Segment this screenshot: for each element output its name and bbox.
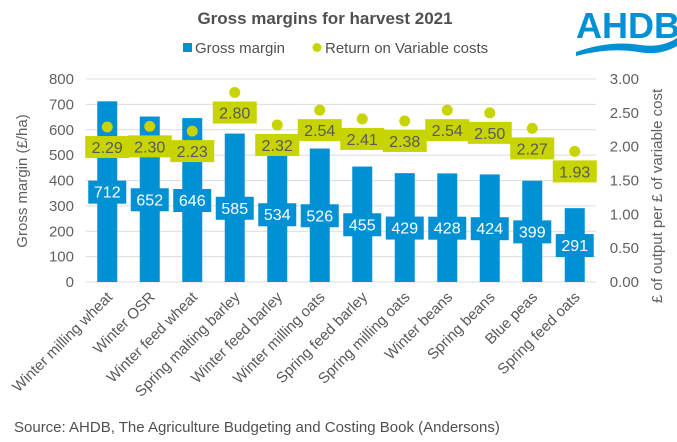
- bar-value-label: 429: [391, 221, 418, 238]
- dot-value-label: 2.80: [219, 106, 250, 123]
- bar-value-label: 291: [561, 238, 588, 255]
- dot: [441, 104, 453, 116]
- bar-label-box: [513, 220, 552, 244]
- dots: 2.29 2.30 2.23 2.80 2.32 2.54 2.41 2.38 2.54 2.50…: [85, 87, 597, 183]
- bar-label-box: [385, 216, 424, 240]
- y-tick-label: 800: [49, 71, 74, 88]
- dot-value-label: 2.30: [134, 139, 165, 156]
- dot-label-box: [467, 121, 512, 144]
- dot: [356, 113, 368, 125]
- dot: [229, 87, 241, 99]
- dot-value-label: 1.93: [559, 164, 590, 181]
- bar-label-box: [343, 213, 382, 237]
- dot-label-box: [127, 135, 172, 158]
- y2-axis-title: £ of output per £ of variable cost: [649, 88, 666, 303]
- logo-text: AHDB: [576, 5, 677, 46]
- dot-label-box: [297, 119, 342, 142]
- bar-value-label: 585: [221, 201, 248, 218]
- y2-tick-label: 2.50: [610, 105, 639, 122]
- dot-label-box: [340, 127, 385, 150]
- dot: [569, 145, 581, 157]
- chart-title: Gross margins for harvest 2021: [197, 9, 452, 28]
- y-tick-label: 500: [49, 147, 74, 164]
- y-tick-label: 200: [49, 223, 74, 240]
- dot: [271, 119, 283, 131]
- legend-label-return: Return on Variable costs: [325, 40, 488, 57]
- dot-value-label: 2.38: [389, 134, 420, 151]
- dot: [314, 104, 326, 116]
- dot: [101, 121, 113, 133]
- dot: [186, 125, 198, 137]
- dot-label-box: [510, 137, 555, 160]
- logo-wave-icon: [576, 38, 677, 56]
- bar-value-label: 646: [179, 193, 206, 210]
- legend-marker-gross-margin: [183, 43, 192, 52]
- y-tick-label: 600: [49, 122, 74, 139]
- y2-tick-label: 2.00: [610, 139, 639, 156]
- dot-value-label: 2.29: [92, 140, 123, 157]
- source-note: Source: AHDB, The Agriculture Budgeting …: [14, 419, 500, 436]
- bar-label-box: [300, 204, 339, 228]
- dot-value-label: 2.54: [304, 123, 335, 140]
- bar-label-box: [470, 217, 509, 241]
- dot-value-label: 2.54: [432, 123, 463, 140]
- bar-value-label: 399: [519, 224, 546, 241]
- dot-value-label: 2.41: [347, 132, 378, 149]
- bar-label-box: [130, 188, 169, 212]
- bar-value-label: 424: [476, 221, 503, 238]
- y-tick-label: 300: [49, 198, 74, 215]
- bar-label-box: [173, 189, 212, 213]
- bar-label-box: [88, 180, 127, 204]
- y-axis-ticks: 0 100 200 300 400 500 600 700 800: [49, 71, 74, 291]
- dot-value-label: 2.50: [474, 126, 505, 143]
- dot-value-label: 2.27: [517, 141, 548, 158]
- y-axis-title: Gross margin (£/ha): [14, 114, 31, 247]
- y2-tick-label: 0.00: [610, 274, 639, 291]
- bar-label-box: [428, 216, 467, 240]
- bar-value-label: 428: [434, 221, 461, 238]
- dot-label-box: [552, 160, 597, 183]
- ahdb-logo: AHDB: [576, 5, 677, 56]
- dot-label-box: [85, 136, 130, 159]
- gridlines: [86, 78, 596, 283]
- dot-label-box: [425, 119, 470, 142]
- bar-label-box: [555, 234, 594, 258]
- legend: Gross margin Return on Variable costs: [183, 40, 488, 57]
- y2-tick-label: 1.00: [610, 206, 639, 223]
- y2-tick-label: 3.00: [610, 71, 639, 88]
- legend-marker-return: [312, 43, 322, 52]
- dot-label-box: [170, 140, 215, 163]
- y-tick-label: 100: [49, 249, 74, 266]
- bar-value-label: 652: [136, 192, 163, 209]
- bar-value-label: 712: [94, 185, 121, 202]
- y-tick-label: 400: [49, 173, 74, 190]
- dot-label-box: [255, 134, 300, 157]
- dot: [399, 115, 411, 127]
- bar-value-label: 455: [349, 217, 376, 234]
- dot-label-box: [212, 101, 257, 124]
- dot-label-box: [382, 129, 427, 152]
- y2-tick-label: 0.50: [610, 240, 639, 257]
- legend-label-gross-margin: Gross margin: [195, 40, 285, 57]
- y2-tick-label: 1.50: [610, 173, 639, 190]
- bar-value-label: 526: [306, 208, 333, 225]
- dot-value-label: 2.32: [262, 138, 293, 155]
- dot: [526, 122, 538, 134]
- dot-value-label: 2.23: [177, 144, 208, 161]
- bar-label-box: [215, 196, 254, 220]
- y-tick-label: 700: [49, 96, 74, 113]
- bar-label-box: [258, 203, 297, 227]
- dot: [484, 107, 496, 119]
- dot: [144, 120, 156, 132]
- bar-value-label: 534: [264, 207, 291, 224]
- y-tick-label: 0: [66, 274, 74, 291]
- y2-axis-ticks: 0.00 0.50 1.00 1.50 2.00 2.50 3.00: [610, 71, 639, 291]
